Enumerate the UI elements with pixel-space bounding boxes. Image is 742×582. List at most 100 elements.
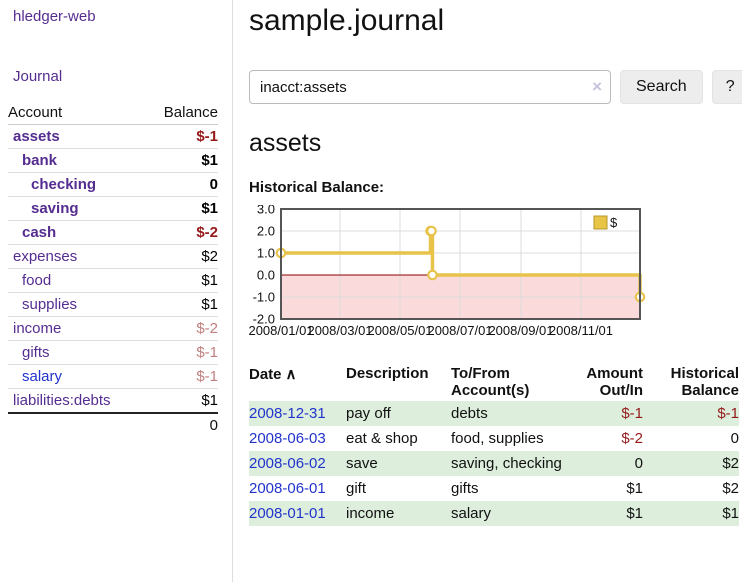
accounts-table-body: assets $-1 bank $1 checking 0 saving $1 cash $-2 e… [8,124,218,414]
help-button[interactable]: ? [711,70,742,104]
account-row: gifts $-1 [8,340,218,365]
chart-title: Historical Balance: [249,179,385,196]
accounts-table: Account Balance assets $-1 bank $1 checking 0… [8,101,218,437]
transaction-date-link[interactable]: 2008-12-31 [249,405,326,422]
register-header-accounts: To/From Account(s) [451,365,530,399]
transaction-amount: $1 [626,480,643,497]
account-link[interactable]: cash [22,224,57,241]
app-title: hledger-web [13,8,227,25]
svg-text:1.0: 1.0 [257,246,275,261]
svg-text:3.0: 3.0 [257,205,275,217]
accounts-total-value: 0 [145,412,218,437]
transaction-description: income [346,505,395,522]
svg-text:-2.0: -2.0 [253,312,275,327]
accounts-total-row: 0 [8,412,218,437]
register-header-date[interactable]: Date ∧ [249,366,297,383]
account-link[interactable]: assets [13,128,60,145]
account-link[interactable]: income [13,320,62,337]
transaction-row: 2008-06-02 save saving, checking 0 $2 [249,451,739,476]
transaction-amount: $1 [626,505,643,522]
transaction-row: 2008-06-03 eat & shop food, supplies $-2 0 [249,426,739,451]
account-balance: $1 [145,292,218,317]
transaction-description: pay off [346,405,391,422]
sidebar: hledger-web Journal Account Balance asse… [0,0,233,582]
accounts-header-balance: Balance [145,101,218,125]
transaction-balance: 0 [730,430,739,447]
account-link[interactable]: gifts [22,344,50,361]
account-row: expenses $2 [8,244,218,269]
account-row: bank $1 [8,148,218,173]
account-balance: $-1 [145,364,218,389]
account-row: supplies $1 [8,292,218,317]
sort-ascending-icon: ∧ [285,366,297,383]
transaction-row: 2008-06-01 gift gifts $1 $2 [249,476,739,501]
account-row: checking 0 [8,172,218,197]
transaction-date-link[interactable]: 2008-06-02 [249,455,326,472]
search-button[interactable]: Search [620,70,703,104]
account-balance: $1 [145,388,218,414]
transaction-balance: $2 [722,455,739,472]
account-link[interactable]: checking [31,176,97,193]
register-header-amount: Amount Out/In [586,365,643,399]
account-balance: $-2 [145,220,218,245]
clear-search-icon[interactable]: × [592,77,602,96]
account-heading: assets [249,129,322,157]
register-header-description: Description [346,365,429,382]
account-link[interactable]: saving [31,200,79,217]
transaction-amount: $-2 [621,430,643,447]
transaction-balance: $1 [722,505,739,522]
transaction-date-link[interactable]: 2008-01-01 [249,505,326,522]
account-link[interactable]: food [22,272,52,289]
svg-text:0.0: 0.0 [257,268,275,283]
register-table-body: 2008-12-31 pay off debts $-1 $-1 2008-06-03 ea… [249,401,739,526]
search-input[interactable] [249,70,611,104]
transaction-date-link[interactable]: 2008-06-01 [249,480,326,497]
account-link[interactable]: bank [22,152,58,169]
account-row: cash $-2 [8,220,218,245]
account-link[interactable]: salary [22,368,63,385]
journal-link[interactable]: Journal [13,68,63,85]
transaction-date-link[interactable]: 2008-06-03 [249,430,326,447]
transaction-balance: $-1 [717,405,739,422]
account-row: saving $1 [8,196,218,221]
transaction-accounts: debts [451,405,488,422]
page-title: sample.journal [249,4,445,37]
svg-text:2008/01/01: 2008/01/01 [249,323,314,338]
transaction-row: 2008-01-01 income salary $1 $1 [249,501,739,526]
transaction-amount: 0 [634,455,643,472]
account-balance: $-1 [145,340,218,365]
accounts-header-account: Account [8,101,146,125]
account-row: assets $-1 [8,124,218,149]
balance-chart-svg[interactable]: $3.0 2.0 1.0 0.0 -1.0 -2.02008/01/012008/03/0… [249,205,742,343]
account-link[interactable]: expenses [13,248,78,265]
app-title-link[interactable]: hledger-web [13,8,96,25]
svg-text:2008/05/01: 2008/05/01 [367,323,432,338]
transaction-accounts: salary [451,505,492,522]
account-balance: 0 [145,172,218,197]
account-balance: $1 [145,148,218,173]
account-row: salary $-1 [8,364,218,389]
balance-chart[interactable]: $3.0 2.0 1.0 0.0 -1.0 -2.0 2008/01/01 2008/03/0… [249,205,742,343]
transaction-accounts: saving, checking [451,455,562,472]
svg-text:2.0: 2.0 [257,224,275,239]
svg-text:2008/11/01: 2008/11/01 [549,323,613,338]
account-balance: $-2 [145,316,218,341]
svg-text:$: $ [610,215,618,230]
main-content: sample.journal × Search ? assets Histori… [233,0,742,582]
register-header-balance: Historical Balance [670,365,739,399]
register-table: Date ∧ Description To/From Account(s) Amo… [249,363,739,526]
transaction-amount: $-1 [621,405,643,422]
transaction-accounts: food, supplies [451,430,544,447]
transaction-description: eat & shop [346,430,418,447]
account-balance: $1 [145,196,218,221]
transaction-accounts: gifts [451,480,479,497]
account-link[interactable]: supplies [22,296,78,313]
svg-text:2008/03/01: 2008/03/01 [307,323,372,338]
account-row: food $1 [8,268,218,293]
account-balance: $-1 [145,124,218,149]
account-link[interactable]: liabilities:debts [13,392,111,409]
svg-text:2008/07/01: 2008/07/01 [427,323,492,338]
account-balance: $1 [145,268,218,293]
sidebar-item-journal: Journal [13,68,227,85]
svg-text:-1.0: -1.0 [253,290,275,305]
